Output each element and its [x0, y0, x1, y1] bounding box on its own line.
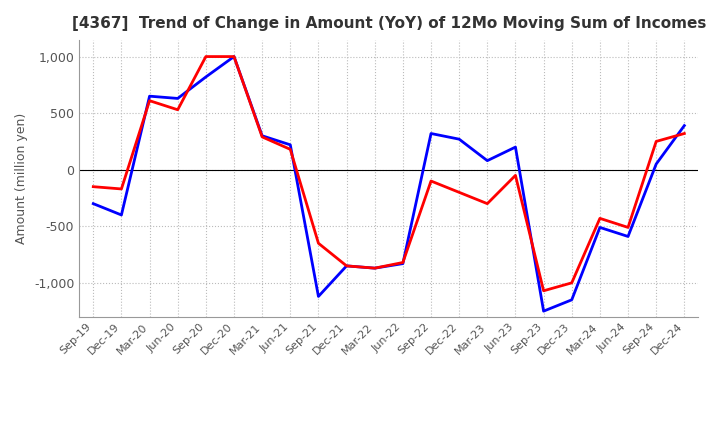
Ordinary Income	[258, 133, 266, 139]
Ordinary Income	[680, 123, 688, 128]
Ordinary Income	[370, 265, 379, 271]
Ordinary Income	[342, 263, 351, 268]
Ordinary Income	[455, 136, 464, 142]
Net Income	[652, 139, 660, 144]
Net Income	[370, 265, 379, 271]
Ordinary Income	[399, 261, 408, 266]
Net Income	[399, 260, 408, 265]
Net Income	[145, 98, 154, 103]
Ordinary Income	[539, 308, 548, 314]
Ordinary Income	[595, 225, 604, 230]
Net Income	[286, 147, 294, 152]
Net Income	[483, 201, 492, 206]
Net Income	[427, 178, 436, 183]
Ordinary Income	[230, 54, 238, 59]
Net Income	[511, 173, 520, 178]
Net Income	[117, 186, 126, 191]
Net Income	[539, 288, 548, 293]
Ordinary Income	[174, 96, 182, 101]
Net Income	[258, 134, 266, 139]
Net Income	[202, 54, 210, 59]
Ordinary Income	[117, 213, 126, 218]
Net Income	[680, 131, 688, 136]
Ordinary Income	[202, 74, 210, 80]
Ordinary Income	[511, 144, 520, 150]
Line: Ordinary Income: Ordinary Income	[94, 57, 684, 311]
Ordinary Income	[145, 94, 154, 99]
Net Income	[89, 184, 98, 189]
Net Income	[624, 225, 632, 230]
Ordinary Income	[427, 131, 436, 136]
Ordinary Income	[314, 294, 323, 299]
Ordinary Income	[624, 234, 632, 239]
Ordinary Income	[567, 297, 576, 302]
Net Income	[314, 241, 323, 246]
Title: [4367]  Trend of Change in Amount (YoY) of 12Mo Moving Sum of Incomes: [4367] Trend of Change in Amount (YoY) o…	[71, 16, 706, 32]
Line: Net Income: Net Income	[94, 57, 684, 291]
Net Income	[567, 280, 576, 286]
Y-axis label: Amount (million yen): Amount (million yen)	[15, 113, 28, 244]
Net Income	[230, 54, 238, 59]
Net Income	[595, 216, 604, 221]
Ordinary Income	[652, 161, 660, 167]
Ordinary Income	[286, 142, 294, 147]
Net Income	[455, 190, 464, 195]
Net Income	[342, 263, 351, 268]
Net Income	[174, 107, 182, 112]
Ordinary Income	[483, 158, 492, 163]
Ordinary Income	[89, 201, 98, 206]
